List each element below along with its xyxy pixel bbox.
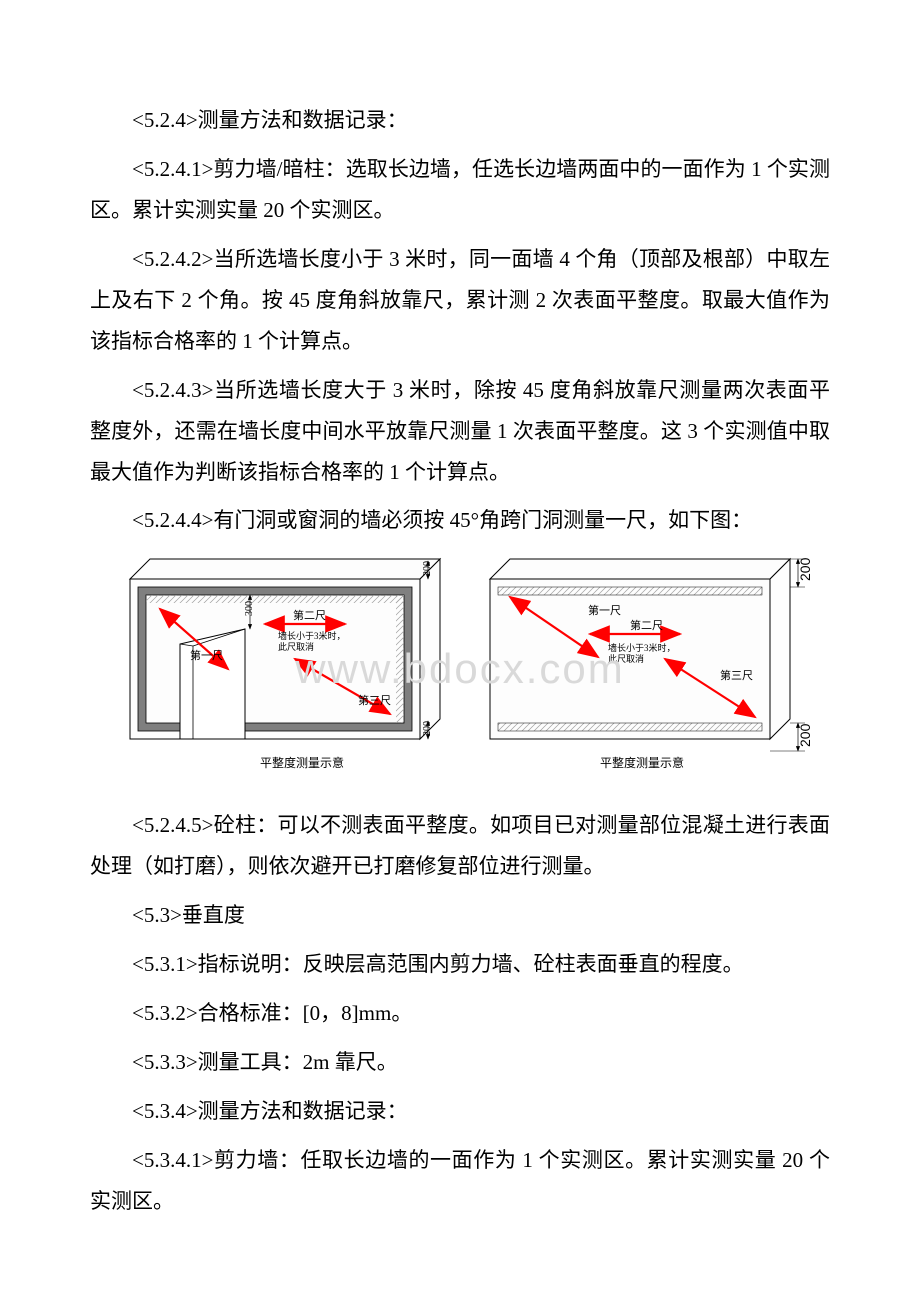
- svg-text:此尺取消: 此尺取消: [278, 641, 314, 652]
- paragraph-5-3-4: <5.3.4>测量方法和数据记录：: [90, 1091, 830, 1132]
- svg-text:墙长小于3米时，: 墙长小于3米时，: [608, 642, 676, 653]
- paragraph-5-2-4-2: <5.2.4.2>当所选墙长度小于 3 米时，同一面墙 4 个角（顶部及根部）中…: [90, 239, 830, 362]
- diagram-left: 第一尺 第二尺 第三尺 墙长小于3米时， 此尺取消 300 200 200 平整…: [130, 559, 440, 770]
- paragraph-5-3: <5.3>垂直度: [90, 895, 830, 936]
- svg-text:200: 200: [422, 561, 433, 576]
- right-ruler2-label: 第二尺: [630, 618, 663, 632]
- paragraph-5-3-2: <5.3.2>合格标准：[0，8]mm。: [90, 993, 830, 1034]
- left-ruler2-label: 第二尺: [293, 608, 326, 622]
- diagram-svg: 第一尺 第二尺 第三尺 墙长小于3米时， 此尺取消 300 200 200 平整…: [90, 549, 830, 789]
- paragraph-5-3-4-1: <5.3.4.1>剪力墙：任取长边墙的一面作为 1 个实测区。累计实测实量 20…: [90, 1140, 830, 1222]
- diagram-right: 第一尺 第二尺 第三尺 墙长小于3米时， 此尺取消 200 200 平整度测量示…: [490, 558, 813, 771]
- svg-text:墙长小于3米时，: 墙长小于3米时，: [278, 630, 346, 641]
- svg-text:200: 200: [797, 558, 813, 582]
- diagram-flatness: www.bdocx.com: [90, 549, 830, 789]
- svg-text:此尺取消: 此尺取消: [608, 653, 644, 664]
- right-ruler3-label: 第三尺: [720, 668, 753, 682]
- svg-text:300: 300: [244, 601, 255, 616]
- paragraph-5-2-4-5: <5.2.4.5>砼柱：可以不测表面平整度。如项目已对测量部位混凝土进行表面处理…: [90, 805, 830, 887]
- right-ruler1-label: 第一尺: [588, 603, 621, 617]
- paragraph-5-2-4-1: <5.2.4.1>剪力墙/暗柱：选取长边墙，任选长边墙两面中的一面作为 1 个实…: [90, 149, 830, 231]
- left-ruler1-label: 第一尺: [190, 648, 223, 662]
- paragraph-5-3-1: <5.3.1>指标说明：反映层高范围内剪力墙、砼柱表面垂直的程度。: [90, 944, 830, 985]
- paragraph-5-2-4: <5.2.4>测量方法和数据记录：: [90, 100, 830, 141]
- paragraph-5-3-3: <5.3.3>测量工具：2m 靠尺。: [90, 1042, 830, 1083]
- svg-text:200: 200: [422, 721, 433, 736]
- paragraph-5-2-4-3: <5.2.4.3>当所选墙长度大于 3 米时，除按 45 度角斜放靠尺测量两次表…: [90, 370, 830, 493]
- left-ruler3-label: 第三尺: [358, 693, 391, 707]
- paragraph-5-2-4-4: <5.2.4.4>有门洞或窗洞的墙必须按 45°角跨门洞测量一尺，如下图：: [90, 500, 830, 541]
- right-caption: 平整度测量示意: [600, 755, 684, 770]
- left-caption: 平整度测量示意: [260, 755, 344, 770]
- svg-text:200: 200: [797, 724, 813, 748]
